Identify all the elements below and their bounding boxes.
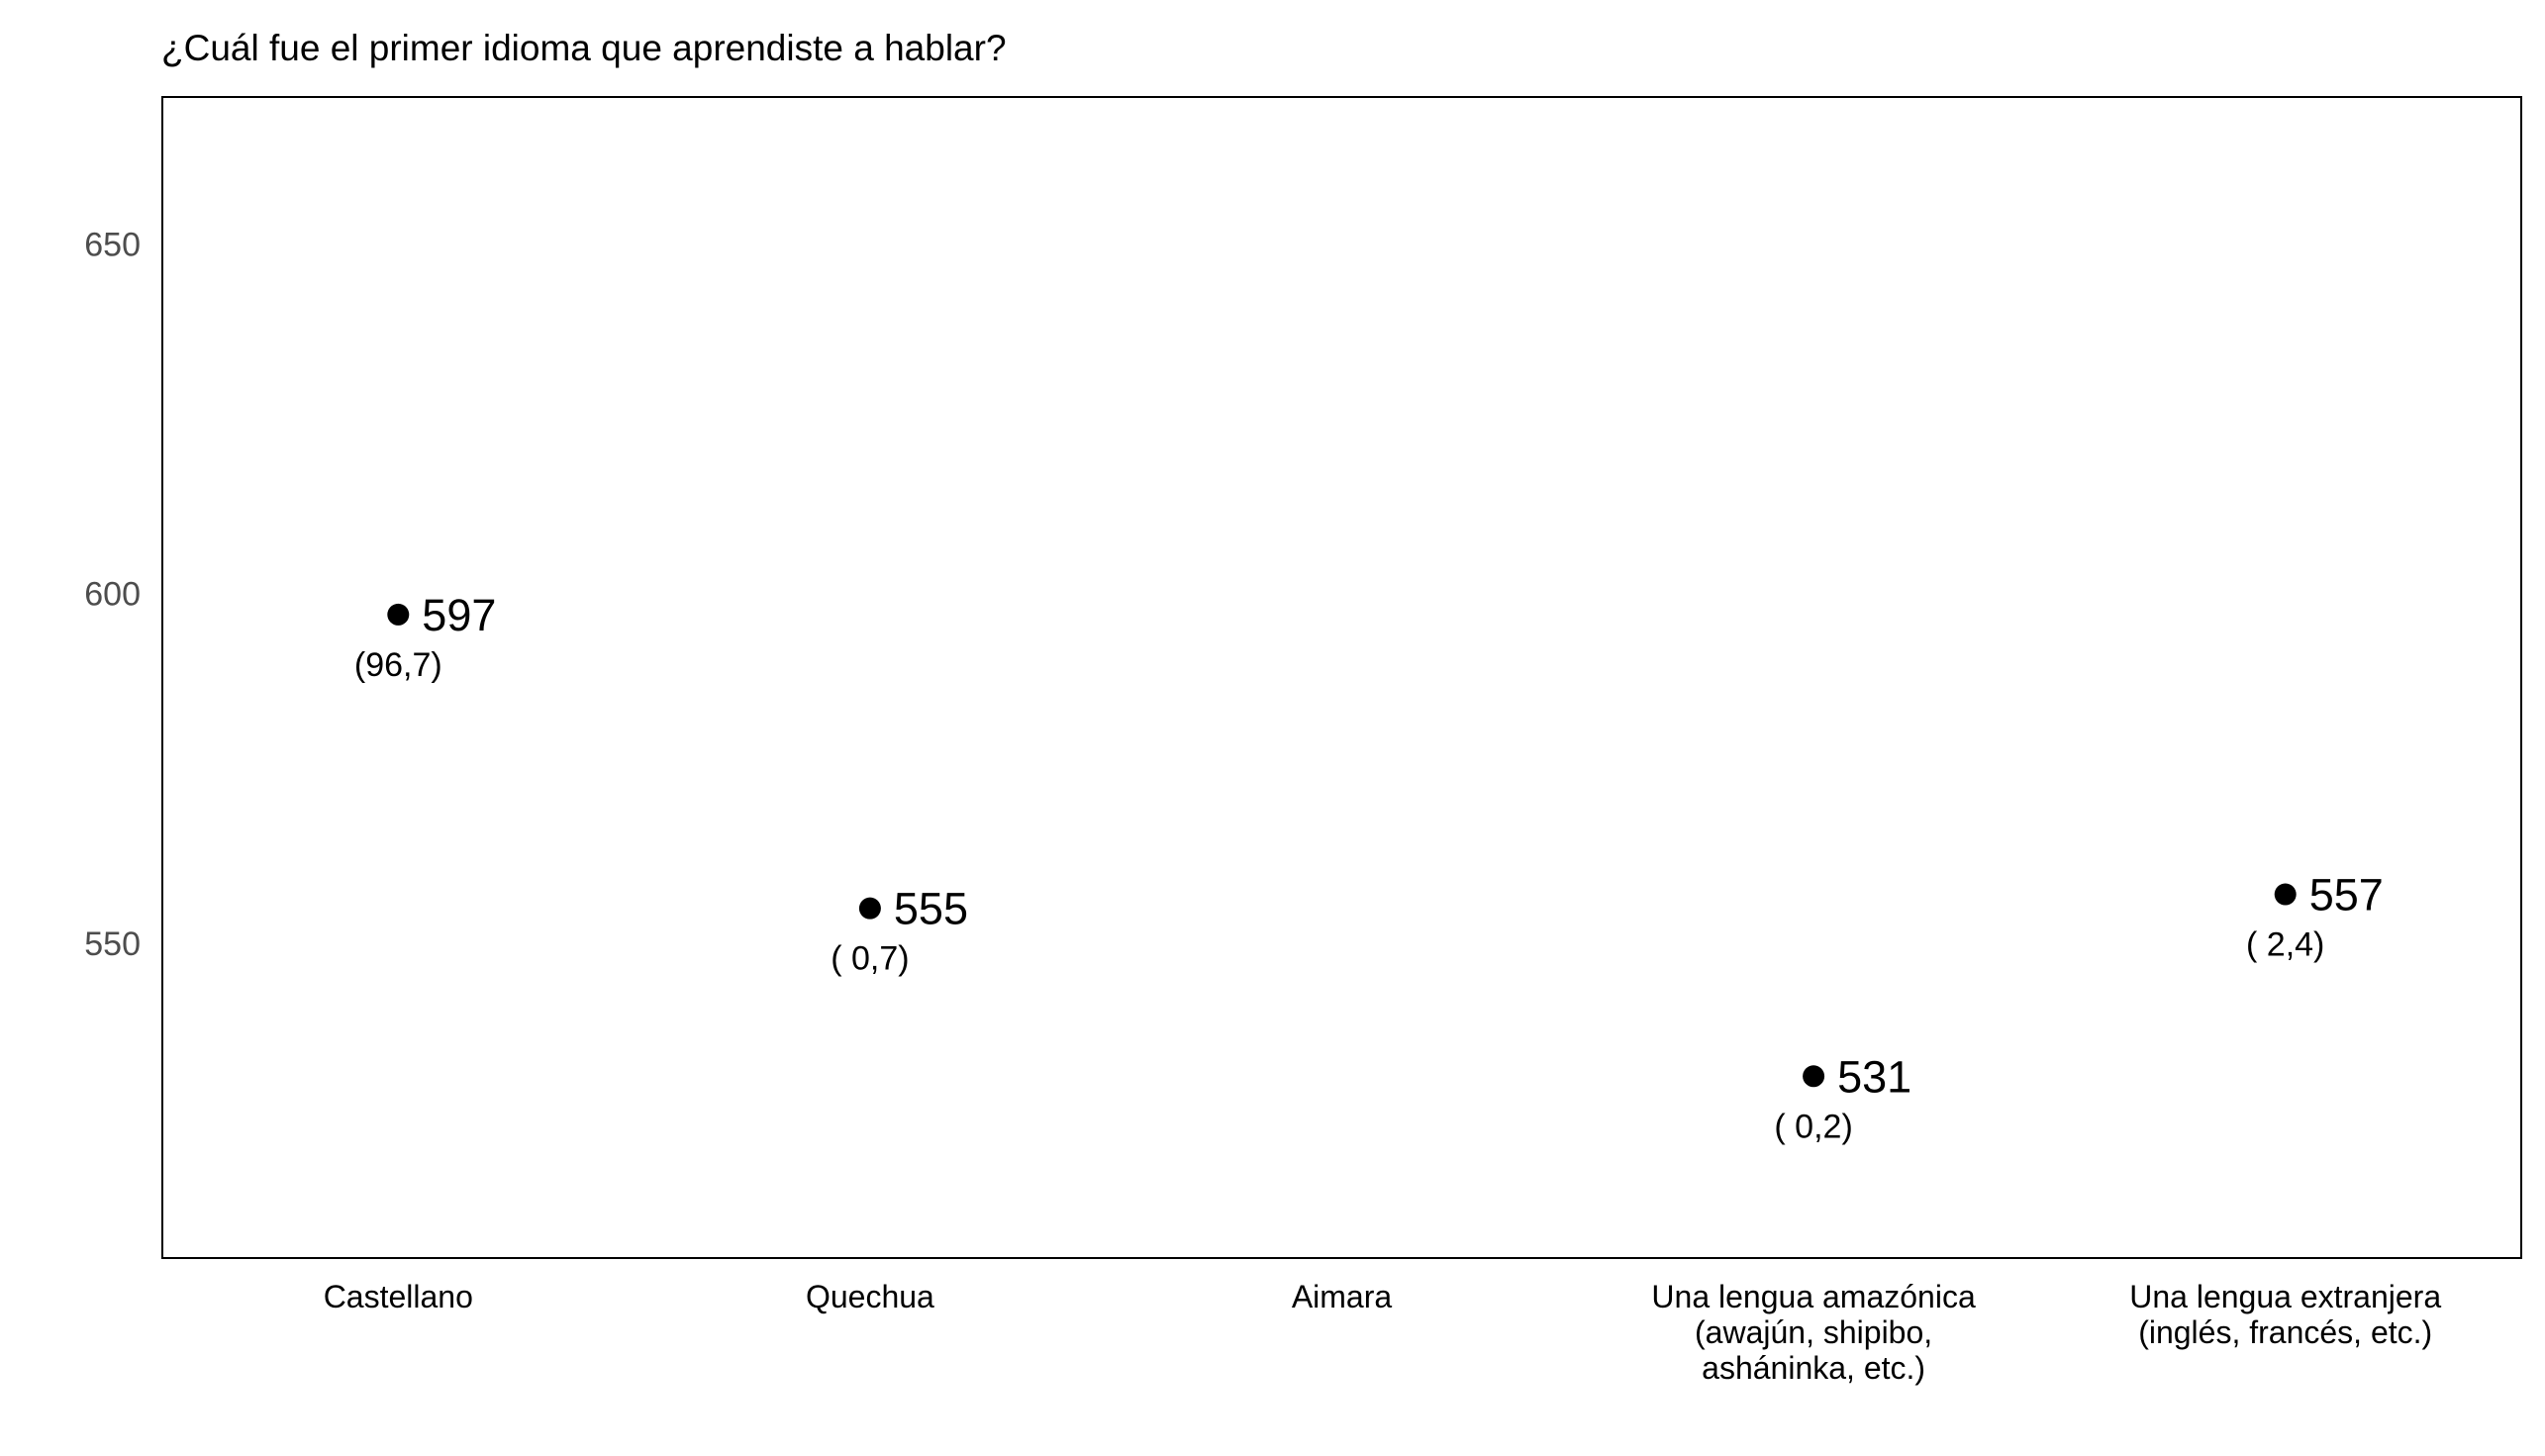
y-axis: 550 600 650 <box>84 226 141 963</box>
data-point-group: 531 ( 0,2) <box>1774 1051 1911 1145</box>
value-label: 597 <box>422 590 496 640</box>
x-axis: Castellano Quechua Aimara Una lengua amazón… <box>324 1279 2442 1386</box>
x-category-line: Quechua <box>806 1279 934 1314</box>
y-tick-label: 600 <box>84 576 141 614</box>
x-category-label: Una lengua amazónica(awajún, shipibo,ash… <box>1651 1279 1976 1386</box>
percent-label: (96,7) <box>354 646 442 684</box>
x-category-line: Aimara <box>1292 1279 1393 1314</box>
x-category-line: Una lengua extranjera <box>2129 1279 2441 1314</box>
percent-label: ( 0,7) <box>831 940 909 978</box>
value-label: 557 <box>2309 870 2384 921</box>
y-tick-label: 550 <box>84 925 141 963</box>
x-category-label: Quechua <box>806 1279 934 1314</box>
data-point <box>2274 883 2297 906</box>
percent-label: ( 0,2) <box>1774 1108 1852 1145</box>
plot-frame <box>161 96 2522 1259</box>
x-category-line: (inglés, francés, etc.) <box>2138 1314 2432 1350</box>
x-category-label: Una lengua extranjera(inglés, francés, e… <box>2129 1279 2441 1350</box>
x-category-line: Castellano <box>324 1279 473 1314</box>
x-category-line: asháninka, etc.) <box>1702 1350 1925 1386</box>
data-point <box>387 603 410 626</box>
value-label: 555 <box>894 884 968 934</box>
x-category-label: Aimara <box>1292 1279 1393 1314</box>
percent-label: ( 2,4) <box>2246 926 2324 964</box>
data-point-group: 597 (96,7) <box>354 590 497 684</box>
data-point-group: 557 ( 2,4) <box>2246 870 2384 964</box>
value-label: 531 <box>1837 1051 1911 1102</box>
data-point <box>858 897 881 920</box>
x-category-line: (awajún, shipibo, <box>1695 1314 1932 1350</box>
chart-title: ¿Cuál fue el primer idioma que aprendist… <box>161 28 1007 68</box>
x-category-line: Una lengua amazónica <box>1651 1279 1976 1314</box>
x-category-label: Castellano <box>324 1279 473 1314</box>
y-tick-label: 650 <box>84 226 141 263</box>
data-point-group: 555 ( 0,7) <box>831 884 968 978</box>
data-points: 597 (96,7) 555 ( 0,7) 531 ( 0,2) 557 ( 2,4) <box>354 590 2384 1145</box>
data-point <box>1803 1065 1825 1088</box>
